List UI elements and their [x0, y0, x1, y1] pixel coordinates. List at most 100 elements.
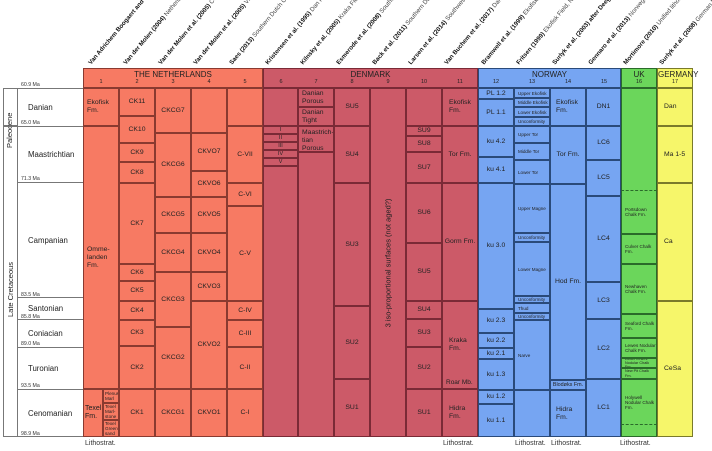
unit-cell: CKCG5: [155, 197, 191, 233]
age-label: 83.5 Ma: [21, 292, 40, 298]
column-number: 9: [386, 79, 390, 85]
unit-cell: CKVO4: [191, 233, 227, 272]
unit-cell: CK6: [119, 264, 155, 281]
unit-cell: C-II: [227, 347, 263, 389]
unit-cell: Tor Fm.: [550, 126, 586, 184]
unit-cell: CK9: [119, 143, 155, 162]
unit-cell: Plenus Marl: [103, 389, 119, 403]
unit-cell: SU2: [406, 347, 442, 389]
unit-cell: CK5: [119, 281, 155, 301]
lithostrat-label-col14: Lithostrat.: [551, 440, 582, 447]
stage-campanian: Campanian: [18, 182, 83, 297]
unit-cell: LC1: [586, 379, 621, 437]
unit-cell: DN1: [586, 88, 621, 126]
unit-cell: [621, 425, 657, 437]
unit-cell: CK7: [119, 183, 155, 264]
column-number: 14: [564, 79, 572, 85]
unit-cell: CKVO3: [191, 272, 227, 301]
country-header-denmark: DENMARK: [263, 68, 478, 88]
unit-cell: Middle Ekofisk: [514, 98, 550, 107]
iso-proportional-label: 3 iso-proportional surfaces (not aged?): [383, 198, 393, 327]
unit-cell: PL 1.2: [478, 88, 514, 99]
country-header-uk: UK: [621, 68, 657, 88]
unit-cell: Ca: [657, 183, 693, 301]
column-number: 10: [420, 79, 428, 85]
column-number: 11: [457, 79, 463, 85]
unit-cell: SU3: [334, 183, 370, 306]
unit-cell: Middle Tor: [514, 143, 550, 160]
unit-cell: CKCG4: [155, 233, 191, 272]
column-number: 8: [350, 79, 354, 85]
unit-cell: Hidra Fm.: [442, 389, 478, 437]
unit-cell: Ekofisk Fm.: [550, 88, 586, 126]
roar-member-label: Roar Mb.: [446, 379, 473, 386]
unit-cell: SU4: [406, 301, 442, 319]
unit-cell: I: [263, 126, 298, 134]
column-number: 4: [207, 79, 211, 85]
unit-cell: New Pit Chalk Fm.: [621, 368, 657, 379]
unit-cell: [621, 88, 657, 191]
unit-cell: Unconformity: [514, 233, 550, 242]
column-number: 16: [635, 79, 643, 85]
unit-cell: C-III: [227, 320, 263, 347]
unit-cell: CKCG2: [155, 327, 191, 389]
column-number: 6: [279, 79, 283, 85]
unit-cell: Unconformity: [514, 313, 550, 320]
unit-cell: LC4: [586, 196, 621, 282]
unit-cell: Upper Magne: [514, 184, 550, 233]
stage-coniacian: Coniacian: [18, 319, 83, 347]
unit-cell: CKVO6: [191, 171, 227, 197]
unit-cell: [227, 88, 263, 126]
unit-cell: Danian Tight: [298, 107, 334, 126]
stage-turonian: Turonian: [18, 347, 83, 389]
unit-cell: Seaford Chalk Fm.: [621, 314, 657, 338]
unit-cell: ku 3.0: [478, 183, 514, 309]
unit-cell: CKCG7: [155, 88, 191, 133]
unit-cell: Culver Chalk Fm.: [621, 234, 657, 264]
lithostrat-label-col11: Lithostrat.: [443, 440, 474, 447]
age-label: 71.3 Ma: [21, 176, 40, 182]
unit-cell: Blodøks Fm.: [550, 380, 586, 390]
stage-santonian: Santonian: [18, 297, 83, 319]
unit-cell: C-IV: [227, 301, 263, 320]
unit-cell: SU3: [406, 319, 442, 347]
unit-cell: Holywell Nodular Chalk Fm.: [621, 379, 657, 425]
country-header-netherlands: THE NETHERLANDS: [83, 68, 263, 88]
column-number: 1: [99, 79, 103, 85]
unit-cell: [298, 152, 334, 437]
unit-cell: CK3: [119, 320, 155, 346]
unit-cell: Portsdown Chalk Fm.: [621, 191, 657, 234]
age-label: 60.9 Ma: [21, 82, 40, 88]
age-label: 98.9 Ma: [21, 431, 40, 437]
unit-cell: II: [263, 134, 298, 142]
unit-cell: LC2: [586, 319, 621, 379]
stage-maastrichtian: Maastrichtian: [18, 126, 83, 182]
unit-cell: IV: [263, 150, 298, 158]
unit-cell: [191, 88, 227, 133]
unit-cell: ku 1.1: [478, 404, 514, 437]
country-header-norway: NORWAY: [478, 68, 621, 88]
unit-cell: [263, 166, 298, 437]
unit-cell: ku 4.1: [478, 157, 514, 183]
unit-cell: CKVO7: [191, 133, 227, 171]
age-label: 89.0 Ma: [21, 341, 40, 347]
unit-cell: CK8: [119, 162, 155, 183]
unit-cell: ku 4.2: [478, 126, 514, 157]
column-number: 2: [135, 79, 139, 85]
unit-cell: SU8: [406, 136, 442, 152]
unit-cell: Hidra Fm.: [550, 390, 586, 437]
unit-cell: SU6: [406, 183, 442, 243]
lithostrat-label-col1: Lithostrat.: [85, 440, 116, 447]
unit-cell: Omme-landen Fm.: [83, 126, 119, 389]
unit-cell: CK10: [119, 116, 155, 143]
unit-cell: Upper Ekofisk: [514, 88, 550, 98]
unit-cell: Maastrich-tian Porous: [298, 126, 334, 152]
age-label: 85.8 Ma: [21, 314, 40, 320]
unit-cell: Newhaven Chalk Fm.: [621, 264, 657, 314]
unit-cell: CK4: [119, 301, 155, 320]
age-label: 65.0 Ma: [21, 120, 40, 126]
unit-cell: CKVO2: [191, 301, 227, 389]
unit-cell: Dan: [657, 88, 693, 126]
unit-cell: Lower Lewes Nodular Chalk Fm.: [621, 358, 657, 368]
unit-cell: SU7: [406, 152, 442, 183]
